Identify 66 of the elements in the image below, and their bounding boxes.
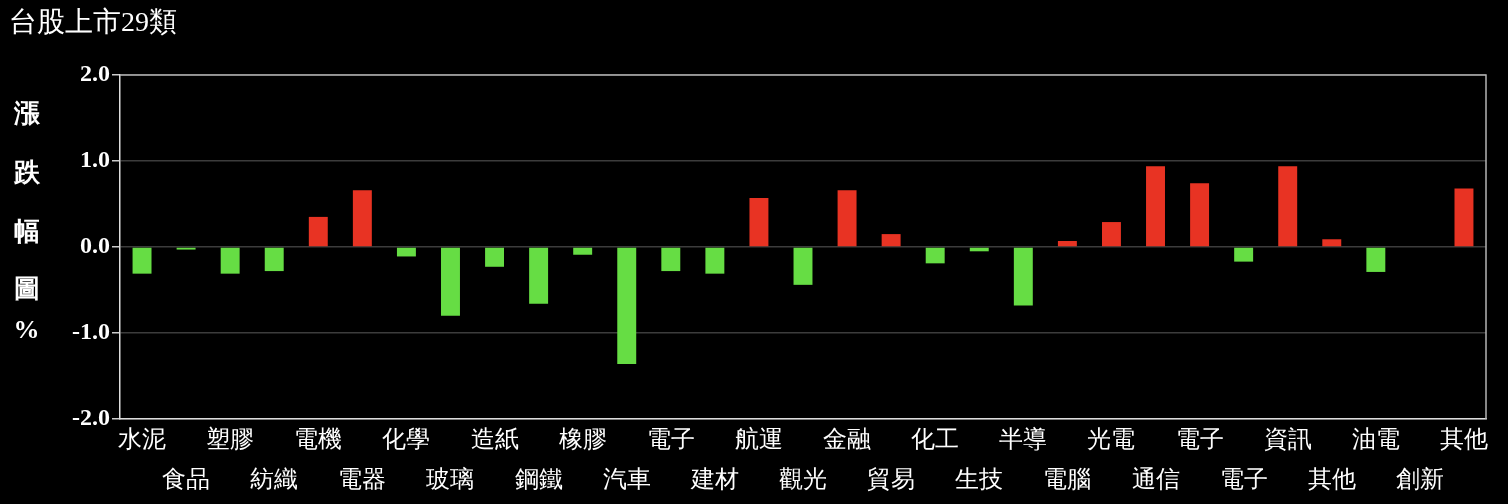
y-tick-label: 2.0 — [80, 60, 110, 87]
bar — [1234, 247, 1254, 262]
bar — [485, 247, 505, 267]
x-tick-label: 鋼鐵 — [514, 466, 563, 493]
bar — [749, 197, 769, 247]
bar — [1146, 166, 1165, 247]
bar — [617, 247, 637, 364]
bar — [793, 247, 813, 285]
x-tick-label: 水泥 — [118, 426, 167, 453]
bar — [573, 247, 593, 255]
x-tick-label: 電子 — [1175, 426, 1224, 453]
bar — [705, 247, 725, 274]
x-tick-label: 資訊 — [1263, 426, 1312, 453]
y-tick-label: -1.0 — [72, 318, 110, 345]
y-tick-label: 0.0 — [80, 232, 110, 259]
x-tick-label: 化學 — [382, 426, 431, 453]
bar — [1101, 222, 1121, 247]
bar — [264, 247, 284, 272]
x-tick-label: 電子 — [1219, 466, 1268, 493]
bar — [1057, 240, 1077, 247]
x-tick-label: 食品 — [162, 466, 211, 493]
bar — [529, 247, 549, 304]
x-tick-label: 電腦 — [1043, 466, 1092, 493]
x-tick-label: 通信 — [1131, 466, 1180, 493]
bar — [881, 234, 901, 247]
bar — [1190, 183, 1210, 247]
x-tick-label: 觀光 — [779, 466, 827, 493]
x-tick-label: 金融 — [823, 426, 872, 453]
bar — [132, 247, 152, 274]
bar — [220, 247, 240, 274]
bar — [352, 190, 372, 247]
y-tick-label: 1.0 — [80, 146, 110, 173]
x-tick-label: 貿易 — [867, 466, 916, 493]
x-tick-label: 油電 — [1351, 426, 1400, 453]
bar — [661, 247, 681, 272]
chart-title: 台股上市29類 — [9, 5, 177, 39]
bar — [1322, 239, 1342, 247]
bar — [1366, 247, 1386, 272]
bar — [837, 190, 857, 247]
y-axis-title: 漲跌幅圖% — [12, 79, 41, 405]
x-tick-label: 創新 — [1395, 466, 1444, 493]
x-tick-label: 電子 — [646, 426, 695, 453]
x-tick-label: 汽車 — [602, 466, 651, 493]
bar — [441, 247, 460, 316]
x-tick-label: 光電 — [1087, 426, 1136, 453]
x-tick-label: 紡織 — [250, 466, 299, 493]
x-tick-label: 其他 — [1439, 426, 1488, 453]
bar — [308, 216, 328, 247]
x-tick-label: 其他 — [1307, 466, 1356, 493]
bar — [1278, 166, 1298, 247]
x-tick-label: 電機 — [294, 426, 343, 453]
x-tick-label: 造紙 — [470, 426, 519, 453]
bar — [925, 247, 945, 264]
x-tick-label: 航運 — [734, 426, 783, 453]
x-tick-label: 化工 — [911, 426, 960, 453]
x-tick-label: 半導 — [999, 426, 1048, 453]
y-tick-label: -2.0 — [72, 404, 110, 431]
bar — [396, 247, 416, 257]
x-tick-label: 玻璃 — [426, 466, 475, 493]
x-tick-label: 電器 — [338, 466, 387, 493]
x-tick-label: 塑膠 — [206, 426, 255, 453]
x-tick-label: 生技 — [955, 466, 1004, 493]
bar — [1454, 188, 1474, 247]
x-tick-label: 建材 — [689, 466, 739, 493]
bar — [1013, 247, 1033, 306]
x-tick-label: 橡膠 — [558, 426, 607, 453]
